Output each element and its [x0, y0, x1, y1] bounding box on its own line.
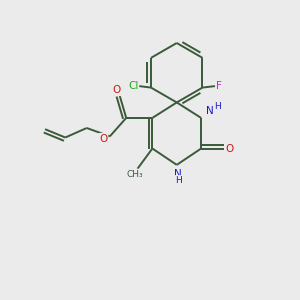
Text: N: N — [174, 169, 182, 179]
Text: F: F — [217, 81, 222, 91]
Text: H: H — [214, 101, 220, 110]
Text: O: O — [99, 134, 107, 144]
Text: O: O — [226, 143, 234, 154]
Text: Cl: Cl — [128, 81, 138, 91]
Text: N: N — [206, 106, 214, 116]
Text: CH₃: CH₃ — [126, 169, 143, 178]
Text: O: O — [112, 85, 121, 95]
Text: H: H — [175, 176, 181, 185]
